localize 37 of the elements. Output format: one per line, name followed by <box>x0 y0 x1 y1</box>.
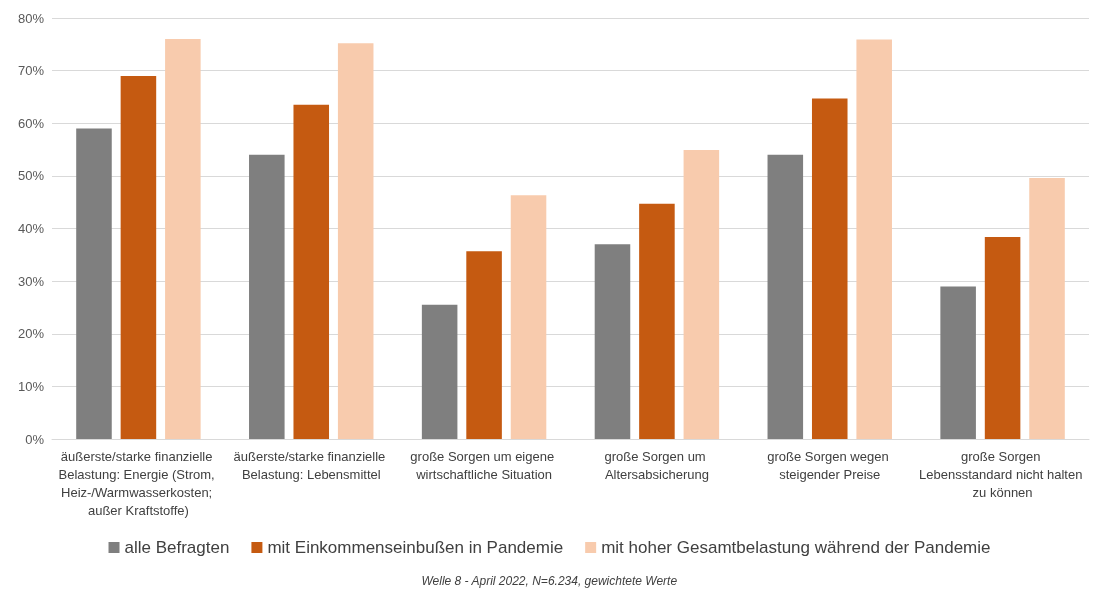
text: Welle 8 - April 2022, N=6.234, gewichtete Werte <box>421 574 678 588</box>
bar <box>337 43 374 439</box>
y-tick-label: 0% <box>25 431 45 447</box>
bar <box>249 154 285 439</box>
legend-label: alle Befragten <box>124 538 230 557</box>
bar <box>811 98 848 439</box>
y-tick-label: 30% <box>17 273 45 289</box>
bar <box>594 244 631 439</box>
x-tick-label: große Sorgen Lebensstandard nicht halten zu können <box>919 448 1087 500</box>
x-tick-label: große Sorgen um eigene wirtschaftliche Situation <box>410 448 558 482</box>
y-tick-label: 80% <box>17 10 45 26</box>
y-tick-label: 60% <box>17 115 45 131</box>
x-tick-label: äußerste/starke finanzielle Belastung: Energie (Strom, Heiz-/Warmwasserkosten; außer Kraftstoffe) <box>58 448 219 518</box>
bar <box>767 154 804 439</box>
bar <box>1029 177 1065 439</box>
bar <box>165 39 201 439</box>
y-tick-label: 40% <box>17 221 45 236</box>
legend-label: mit hoher Gesamtbelastung während der Pandemie <box>601 538 991 557</box>
bar <box>984 236 1021 439</box>
bar <box>510 195 547 439</box>
x-tick-label: große Sorgen um Altersabsicherung <box>604 448 710 482</box>
bar <box>421 304 458 439</box>
bar <box>466 251 502 439</box>
y-tick-label: 20% <box>17 326 45 342</box>
y-tick-label: 10% <box>17 378 45 394</box>
bar <box>120 75 157 439</box>
y-tick-label: 70% <box>17 63 45 79</box>
bar <box>683 150 720 439</box>
bar <box>76 128 112 439</box>
bar <box>639 203 675 439</box>
x-tick-label: äußerste/starke finanzielle Belastung: Lebensmittel <box>233 448 389 482</box>
legend-label: mit Einkommenseinbußen in Pandemie <box>267 538 564 557</box>
bar <box>293 104 330 439</box>
bar <box>940 286 976 439</box>
y-tick-label: 50% <box>17 168 45 184</box>
bar <box>856 39 892 439</box>
x-tick-label: große Sorgen wegen steigender Preise <box>767 448 893 482</box>
